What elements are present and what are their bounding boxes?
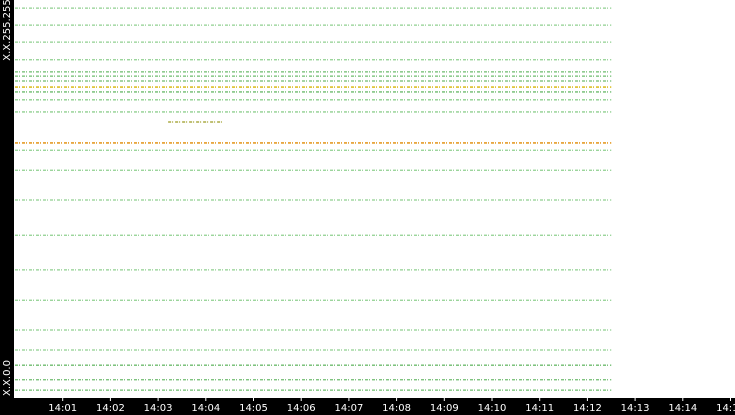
x-tick-label: 14:10 (478, 403, 507, 414)
x-axis-strip (0, 398, 735, 415)
x-tick-label: 14:12 (573, 403, 602, 414)
x-tick-label: 14:01 (48, 403, 77, 414)
x-tick-label: 14:02 (96, 403, 125, 414)
x-tick-label: 14:06 (287, 403, 316, 414)
x-tick-label: 14:04 (191, 403, 220, 414)
y-tick-label: X.X.255.255 (2, 0, 13, 61)
x-tick-label: 14:14 (668, 403, 697, 414)
x-tick-label: 14:03 (144, 403, 173, 414)
x-tick-label: 14:11 (525, 403, 554, 414)
x-tick-label: 14:09 (430, 403, 459, 414)
x-tick-label: 14:05 (239, 403, 268, 414)
marks (15, 7, 612, 391)
x-tick-label: 14:13 (621, 403, 650, 414)
x-tick-label: 14:07 (334, 403, 363, 414)
x-tick-label: 14:15 (716, 403, 735, 414)
y-tick-label: X.X.0.0 (2, 360, 13, 396)
y-axis-strip (0, 0, 14, 415)
x-tick-label: 14:08 (382, 403, 411, 414)
